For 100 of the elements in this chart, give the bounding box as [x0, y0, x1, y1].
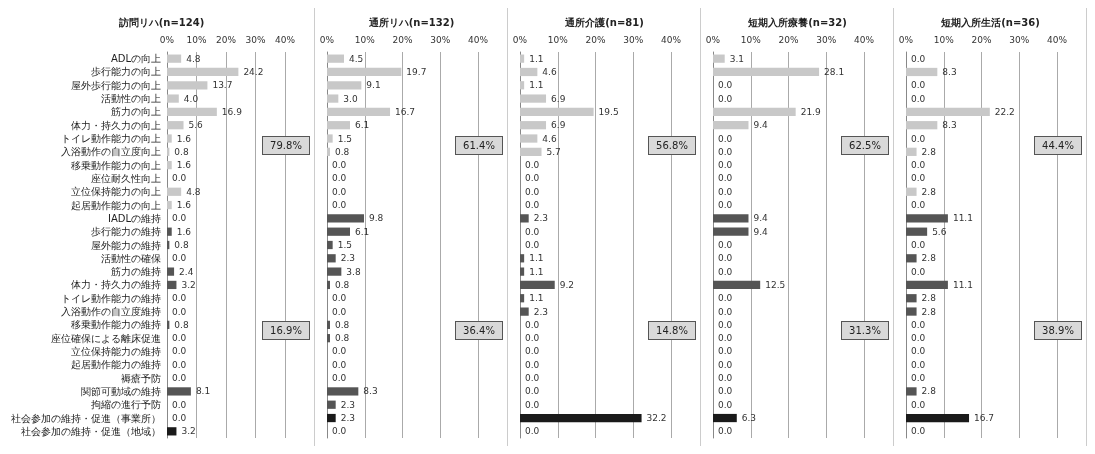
bar [327, 334, 331, 343]
bar [520, 54, 525, 63]
bar [713, 54, 725, 63]
data-label: 2.3 [340, 253, 356, 264]
x-tick-label: 10% [933, 34, 955, 45]
data-label: 0.8 [174, 146, 189, 157]
bar [906, 67, 938, 77]
data-label: 0.0 [525, 160, 540, 171]
bar [167, 121, 184, 130]
x-tick-label: 0% [898, 34, 914, 45]
data-label: 0.0 [718, 386, 733, 397]
bar [327, 413, 336, 423]
bar [167, 161, 172, 170]
data-label: 6.3 [741, 413, 757, 424]
data-label: 4.6 [542, 133, 557, 144]
data-label: 5.6 [932, 226, 947, 237]
bar [713, 413, 737, 423]
data-label: 3.2 [181, 426, 196, 437]
annotation: 14.8% [648, 320, 696, 340]
data-label: 0.0 [718, 293, 733, 304]
x-tick-label: 10% [547, 34, 569, 45]
bar [520, 147, 542, 156]
data-label: 0.0 [332, 306, 347, 317]
x-tick-label: 40% [660, 34, 682, 45]
data-label: 0.0 [718, 133, 733, 144]
annotation: 56.8% [648, 135, 696, 155]
annotation: 61.4% [455, 135, 503, 155]
bar [167, 387, 191, 396]
y-tick-label: 社会参加の維持・促進（地域） [21, 425, 161, 437]
data-label: 0.0 [911, 160, 926, 171]
data-label: 2.8 [921, 146, 937, 157]
bar [520, 280, 555, 290]
data-label: 0.0 [172, 346, 187, 357]
bar [906, 147, 917, 156]
data-label: 3.0 [343, 93, 358, 104]
bar [713, 214, 749, 223]
chart-title: 短期入所生活(n=36) [940, 16, 1040, 28]
data-label: 0.0 [911, 240, 926, 250]
data-label: 0.0 [332, 359, 347, 370]
data-label: 0.0 [525, 426, 540, 437]
data-label: 6.9 [551, 93, 566, 104]
annotation: 62.5% [841, 135, 889, 155]
data-label: 1.5 [337, 240, 352, 250]
bar [167, 267, 175, 276]
data-label: 0.0 [172, 413, 187, 424]
data-label: 4.0 [183, 93, 199, 104]
data-label: 0.0 [718, 146, 733, 157]
bar [906, 307, 917, 316]
bar [520, 134, 538, 143]
data-label: 11.1 [952, 213, 973, 224]
data-label: 0.0 [525, 173, 540, 184]
bar [520, 67, 538, 77]
bar [327, 54, 344, 63]
data-label: 0.0 [332, 186, 347, 197]
x-tick-label: 0% [319, 34, 335, 45]
data-label: 32.2 [646, 413, 667, 424]
y-tick-label: 筋力の維持 [111, 266, 161, 278]
bar [327, 81, 362, 90]
data-label: 0.0 [718, 266, 733, 277]
data-label: 0.0 [911, 373, 926, 384]
data-label: 0.0 [718, 173, 733, 184]
data-label: 4.8 [186, 186, 201, 197]
data-label: 0.0 [911, 200, 926, 211]
data-label: 9.4 [753, 213, 769, 224]
x-tick-label: 30% [816, 34, 837, 45]
data-label: 0.0 [718, 359, 733, 370]
bar [713, 280, 761, 290]
bar [327, 387, 359, 396]
data-label: 0.0 [718, 333, 733, 344]
bar [167, 134, 172, 143]
data-label: 0.0 [525, 373, 540, 384]
data-label: 0.0 [911, 399, 926, 410]
y-tick-label: 筋力の向上 [111, 106, 161, 118]
data-label: 13.7 [212, 80, 233, 91]
bar [520, 307, 529, 316]
x-tick-label: 20% [585, 34, 606, 45]
bar [327, 94, 339, 103]
data-label: 0.0 [718, 426, 733, 437]
annotation: 79.8% [262, 135, 310, 155]
y-tick-label: トイレ動作能力の維持 [61, 292, 161, 304]
data-label: 6.9 [551, 120, 566, 131]
data-label: 0.0 [525, 399, 540, 410]
data-label: 9.1 [366, 80, 381, 91]
bar [327, 254, 336, 263]
data-label: 0.0 [332, 200, 347, 211]
x-tick-label: 0% [705, 34, 721, 45]
x-tick-label: 0% [512, 34, 528, 45]
chart-title: 通所介護(n=81) [564, 16, 644, 28]
data-label: 0.0 [718, 160, 733, 171]
data-label: 28.1 [824, 66, 845, 77]
x-tick-label: 20% [392, 34, 413, 45]
data-label: 4.8 [186, 53, 201, 64]
bar [906, 107, 990, 117]
data-label: 9.2 [559, 279, 575, 290]
data-label: 9.8 [368, 213, 384, 224]
y-tick-label: 活動性の確保 [101, 252, 161, 264]
data-label: 0.0 [718, 306, 733, 317]
data-label: 1.1 [529, 293, 544, 304]
data-label: 3.8 [346, 266, 361, 277]
x-tick-label: 40% [1046, 34, 1068, 45]
